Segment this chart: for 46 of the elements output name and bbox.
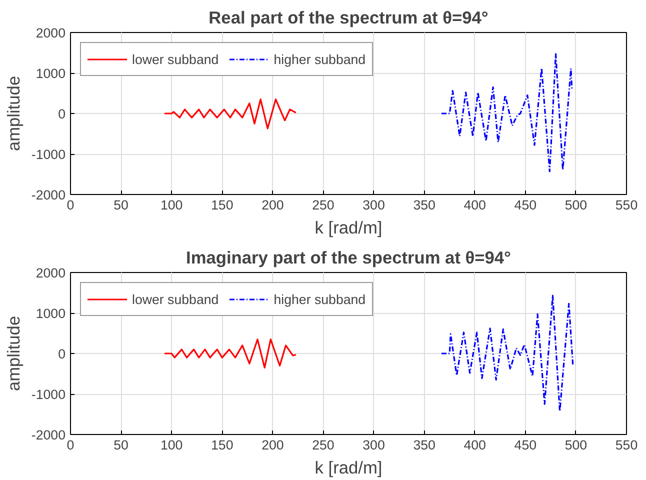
y-tick-label: 2000 <box>36 26 66 40</box>
x-tick-label: 350 <box>413 198 436 212</box>
y-tick-label: 2000 <box>36 266 66 280</box>
x-tick-label: 300 <box>362 438 385 452</box>
y-tick-label: -1000 <box>31 387 66 402</box>
y-tick-label: -1000 <box>31 147 66 162</box>
y-tick-label: -2000 <box>31 188 66 202</box>
x-axis-title: k [rad/m] <box>314 218 382 238</box>
y-tick-label: 0 <box>58 106 66 122</box>
line-series <box>440 294 574 412</box>
x-tick-label: 200 <box>262 198 284 212</box>
y-axis-title: amplitude <box>3 76 24 152</box>
y-tick-label: 0 <box>58 346 66 362</box>
y-tick-label: 1000 <box>36 306 66 321</box>
x-tick-label: 400 <box>464 438 486 452</box>
x-tick-label: 50 <box>114 198 128 212</box>
x-tick-label: 250 <box>312 438 334 452</box>
x-tick-label: 450 <box>514 438 537 452</box>
y-tick-label: 1000 <box>36 66 66 81</box>
x-tick-label: 450 <box>514 198 537 212</box>
legend-label: higher subband <box>274 52 366 66</box>
legend-label: higher subband <box>274 292 366 306</box>
x-tick-label: 500 <box>564 198 588 212</box>
x-tick-label: 150 <box>211 438 234 452</box>
line-series <box>164 98 297 130</box>
x-tick-label: 550 <box>615 438 638 452</box>
x-tick-label: 100 <box>160 438 183 452</box>
legend-label: lower subband <box>132 52 219 66</box>
x-tick-label: 100 <box>160 198 183 212</box>
line-series <box>164 338 297 368</box>
x-tick-label: 50 <box>114 438 128 452</box>
chart-title: Real part of the spectrum at θ=94° <box>208 8 488 28</box>
x-tick-label: 500 <box>564 438 588 452</box>
line-series <box>440 53 573 172</box>
y-axis-title: amplitude <box>3 316 24 392</box>
x-tick-label: 250 <box>312 198 334 212</box>
x-tick-label: 400 <box>464 198 486 212</box>
chart-title: Imaginary part of the spectrum at θ=94° <box>186 248 512 268</box>
legend-label: lower subband <box>132 292 219 306</box>
x-axis-title: k [rad/m] <box>314 458 382 478</box>
y-tick-label: -2000 <box>31 428 66 442</box>
x-tick-label: 350 <box>413 438 436 452</box>
x-tick-label: 550 <box>615 198 638 212</box>
x-tick-label: 150 <box>211 198 234 212</box>
x-tick-label: 300 <box>362 198 385 212</box>
x-tick-label: 200 <box>262 438 284 452</box>
